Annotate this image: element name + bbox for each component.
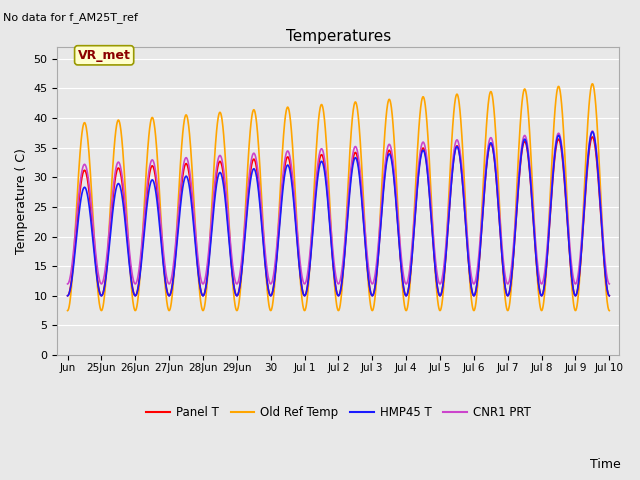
Text: Time: Time [590,458,621,471]
Title: Temperatures: Temperatures [286,29,391,44]
Text: No data for f_AM25T_ref: No data for f_AM25T_ref [3,12,138,23]
Legend: Panel T, Old Ref Temp, HMP45 T, CNR1 PRT: Panel T, Old Ref Temp, HMP45 T, CNR1 PRT [141,401,535,423]
Text: VR_met: VR_met [77,49,131,62]
Y-axis label: Temperature ( C): Temperature ( C) [15,148,28,254]
